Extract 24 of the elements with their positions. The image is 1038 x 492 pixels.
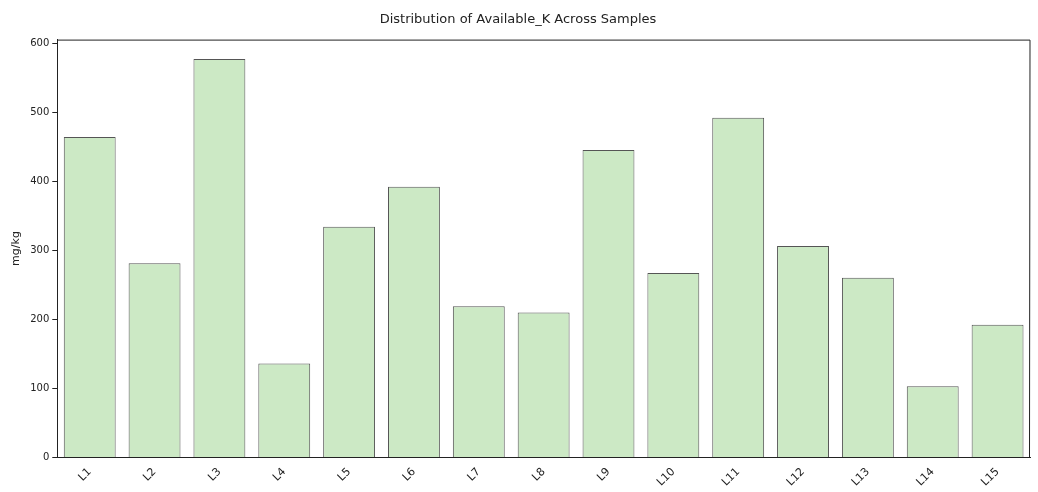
x-tick-label: L4 (269, 465, 289, 484)
y-tick-label: 500 (30, 105, 50, 117)
x-tick-label: L15 (978, 465, 1002, 489)
x-tick-label: L6 (399, 465, 419, 484)
x-tick-label: L13 (848, 465, 873, 489)
y-tick-label: 300 (30, 243, 50, 255)
y-axis-title: mg/kg (9, 231, 23, 266)
y-tick-label: 400 (30, 174, 50, 186)
x-tick-label: L11 (718, 465, 743, 489)
x-tick-label: L8 (529, 465, 548, 484)
x-tick-label: L12 (783, 465, 808, 489)
y-tick-label: 100 (30, 381, 50, 393)
x-tick-label: L7 (464, 465, 483, 484)
y-tick-label: 200 (30, 312, 50, 324)
y-tick-label: 0 (42, 451, 50, 463)
x-tick-label: L10 (654, 465, 678, 489)
x-tick-label: L2 (140, 465, 159, 484)
x-tick-label: L9 (594, 465, 613, 484)
x-tick-label: L1 (75, 465, 94, 484)
x-tick-label: L5 (334, 465, 354, 484)
x-tick-label: L14 (913, 465, 937, 489)
y-tick-label: 600 (30, 36, 50, 48)
chart-title: Distribution of Available_K Across Samples (379, 11, 657, 27)
x-tick-label: L3 (205, 465, 224, 484)
